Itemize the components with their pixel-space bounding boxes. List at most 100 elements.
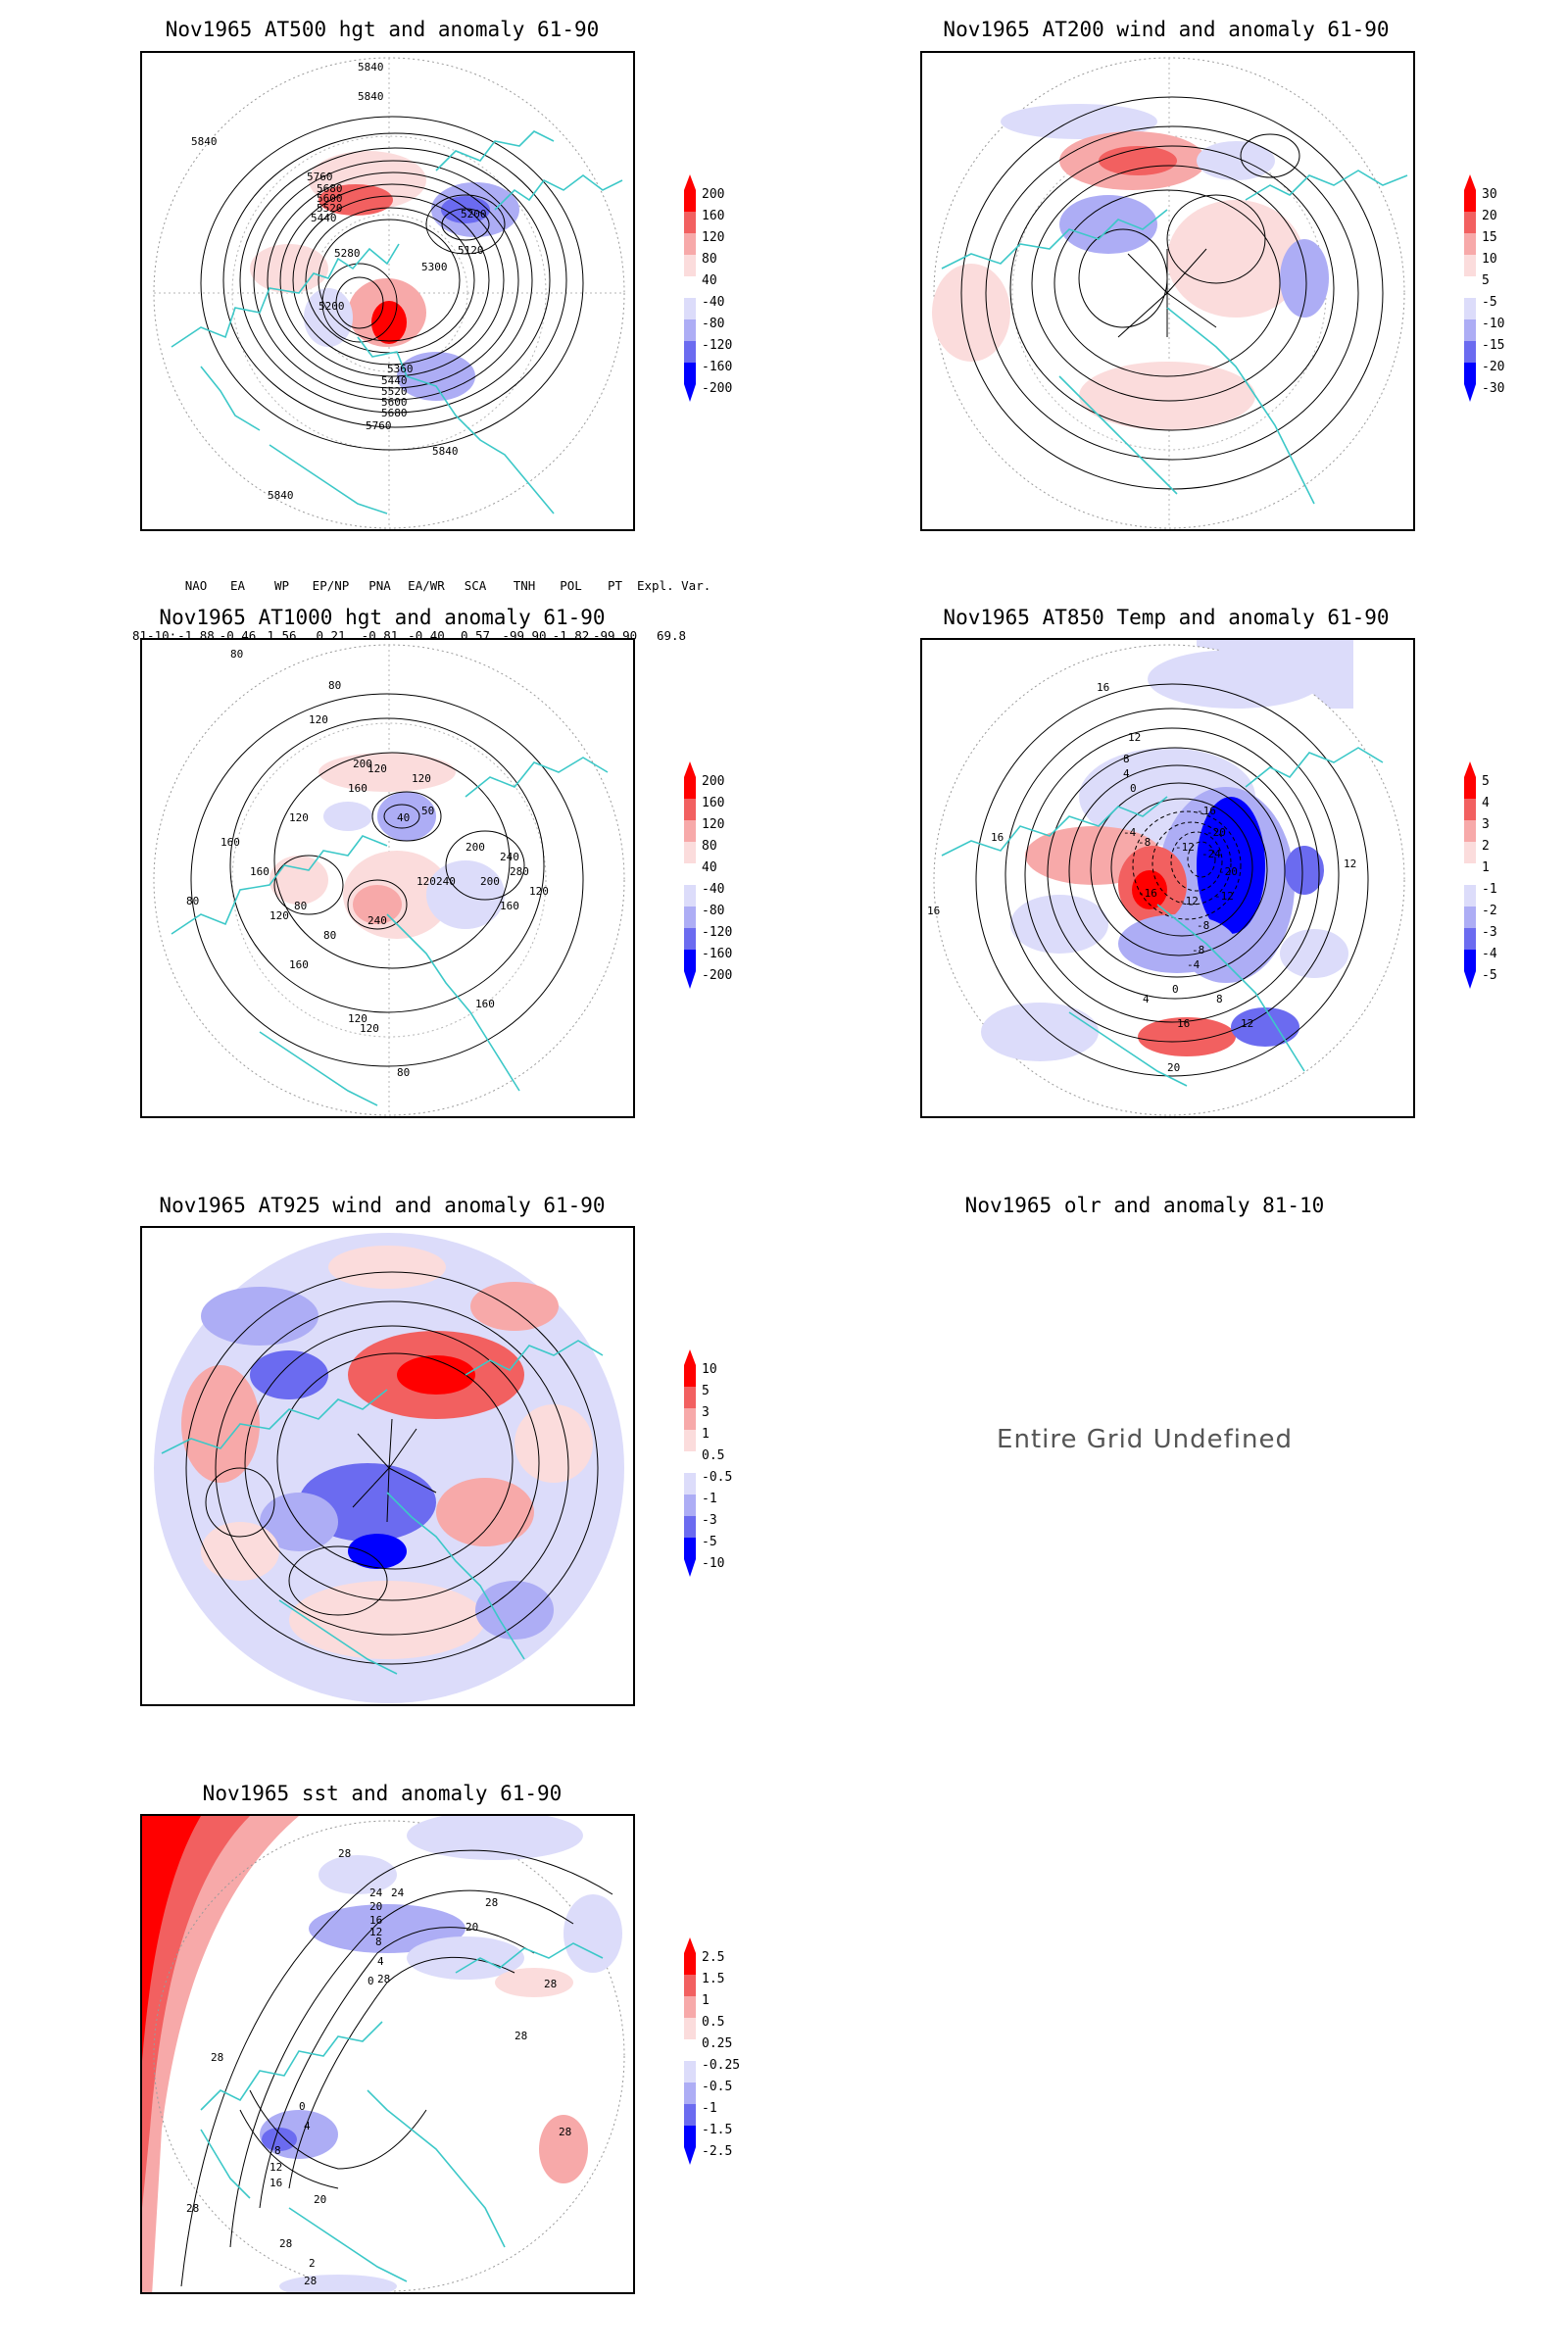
svg-text:20: 20 xyxy=(466,1921,478,1934)
svg-text:-8: -8 xyxy=(1192,944,1204,956)
svg-text:4: 4 xyxy=(1143,993,1150,1005)
colorbar-svg xyxy=(684,1937,696,2165)
svg-text:5840: 5840 xyxy=(358,61,384,74)
svg-text:28: 28 xyxy=(559,2126,571,2138)
svg-text:240: 240 xyxy=(436,875,456,888)
svg-text:20: 20 xyxy=(1167,1061,1180,1074)
colorbar-svg xyxy=(1464,761,1476,989)
contour-labels-at500: 5840 5840 5840 5760 5680 5600 5520 5440 … xyxy=(191,61,487,502)
svg-text:16: 16 xyxy=(991,831,1004,844)
svg-text:5600: 5600 xyxy=(317,192,343,205)
svg-text:5760: 5760 xyxy=(366,419,392,432)
svg-text:5840: 5840 xyxy=(191,135,218,148)
svg-text:50: 50 xyxy=(421,805,434,817)
svg-text:80: 80 xyxy=(323,929,336,942)
svg-text:-16: -16 xyxy=(1197,805,1216,817)
svg-text:-12: -12 xyxy=(1179,895,1199,907)
colorbar-svg xyxy=(1464,174,1476,402)
undefined-grid-message: Entire Grid Undefined xyxy=(997,1425,1293,1454)
svg-text:16: 16 xyxy=(369,1914,382,1927)
svg-text:5840: 5840 xyxy=(432,445,459,458)
svg-text:160: 160 xyxy=(220,836,240,849)
svg-text:-8: -8 xyxy=(1138,836,1151,849)
svg-text:160: 160 xyxy=(475,998,495,1010)
svg-text:40: 40 xyxy=(397,811,410,824)
svg-text:5680: 5680 xyxy=(317,182,343,195)
svg-text:5440: 5440 xyxy=(381,374,408,387)
svg-text:120: 120 xyxy=(416,875,436,888)
svg-text:16: 16 xyxy=(927,905,940,917)
polar-map-at925 xyxy=(154,1233,624,1703)
svg-text:80: 80 xyxy=(397,1066,410,1079)
svg-text:20: 20 xyxy=(369,1900,382,1913)
svg-text:28: 28 xyxy=(279,2237,292,2250)
svg-text:12: 12 xyxy=(1128,731,1141,744)
svg-text:160: 160 xyxy=(348,782,368,795)
svg-text:5440: 5440 xyxy=(311,212,337,224)
svg-text:120: 120 xyxy=(309,713,328,726)
svg-text:20: 20 xyxy=(314,2193,326,2206)
map-panel-sst: 28 28 24 24 20 16 12 8 4 0 28 28 20 28 2… xyxy=(140,1814,635,2294)
svg-text:80: 80 xyxy=(186,895,199,907)
svg-text:28: 28 xyxy=(338,1847,351,1860)
colorbar-at200: 30 20 15 10 5 -5 -10 -15 -20 -30 xyxy=(1454,174,1533,433)
index-header-row: NAO EA WP EP/NP PNA EA/WR SCA TNH POL PT… xyxy=(184,578,711,593)
svg-text:200: 200 xyxy=(353,758,372,770)
map-panel-at850: 16 12 8 4 0 -4 -8 -12 -16 -20 -24 -16 -1… xyxy=(920,638,1415,1118)
map-panel-at925 xyxy=(140,1226,635,1706)
contour-labels-at850: 16 12 8 4 0 -4 -8 -12 -16 -20 -24 -16 -1… xyxy=(927,681,1356,1074)
svg-text:-20: -20 xyxy=(1218,865,1238,878)
panel-title-at925: Nov1965 AT925 wind and anomaly 61-90 xyxy=(159,1194,606,1217)
svg-text:200: 200 xyxy=(466,841,485,854)
svg-text:8: 8 xyxy=(274,2144,281,2157)
svg-text:80: 80 xyxy=(230,648,243,661)
svg-text:16: 16 xyxy=(1097,681,1109,694)
map-panel-at1000: 80 80 120 200 160 120 160 120 80 240 120… xyxy=(140,638,635,1118)
svg-text:16: 16 xyxy=(270,2177,282,2189)
svg-text:120: 120 xyxy=(360,1022,379,1035)
svg-text:5840: 5840 xyxy=(358,90,384,103)
map-panel-at200 xyxy=(920,51,1415,531)
svg-text:8: 8 xyxy=(1216,993,1223,1005)
colorbar-svg xyxy=(684,1349,696,1577)
svg-text:5360: 5360 xyxy=(387,363,414,375)
contour-labels-sst: 28 28 24 24 20 16 12 8 4 0 28 28 20 28 2… xyxy=(186,1847,571,2287)
svg-text:16: 16 xyxy=(1177,1017,1190,1030)
svg-text:160: 160 xyxy=(500,900,519,912)
svg-text:24: 24 xyxy=(369,1886,383,1899)
polar-map-at200 xyxy=(932,57,1408,529)
svg-text:5760: 5760 xyxy=(307,171,333,183)
svg-text:0: 0 xyxy=(1172,983,1179,996)
svg-text:240: 240 xyxy=(500,851,519,863)
svg-text:28: 28 xyxy=(377,1973,390,1985)
svg-text:280: 280 xyxy=(510,865,529,878)
svg-text:24: 24 xyxy=(391,1886,405,1899)
svg-text:28: 28 xyxy=(186,2202,199,2215)
svg-text:-4: -4 xyxy=(1123,826,1137,839)
svg-text:120: 120 xyxy=(348,1012,368,1025)
svg-text:5200: 5200 xyxy=(318,300,345,313)
svg-text:5120: 5120 xyxy=(458,244,484,257)
svg-text:-8: -8 xyxy=(1197,919,1209,932)
panel-title-olr: Nov1965 olr and anomaly 81-10 xyxy=(964,1194,1325,1217)
svg-text:28: 28 xyxy=(211,2051,223,2064)
panel-title-at850: Nov1965 AT850 Temp and anomaly 61-90 xyxy=(943,606,1390,629)
svg-text:80: 80 xyxy=(328,679,341,692)
svg-text:200: 200 xyxy=(480,875,500,888)
svg-text:0: 0 xyxy=(299,2100,306,2113)
svg-text:-16: -16 xyxy=(1138,887,1157,900)
svg-text:12: 12 xyxy=(1241,1017,1253,1030)
svg-text:5520: 5520 xyxy=(381,385,408,398)
svg-text:120: 120 xyxy=(270,909,289,922)
polar-map-at850: 16 12 8 4 0 -4 -8 -12 -16 -20 -24 -16 -1… xyxy=(927,640,1405,1116)
svg-text:5840: 5840 xyxy=(268,489,294,502)
svg-text:-4: -4 xyxy=(1187,958,1200,971)
svg-text:5200: 5200 xyxy=(461,208,487,220)
svg-text:160: 160 xyxy=(250,865,270,878)
svg-text:28: 28 xyxy=(514,2030,527,2042)
svg-text:-12: -12 xyxy=(1175,841,1195,854)
contour-labels-at1000: 80 80 120 200 160 120 160 120 80 240 120… xyxy=(186,648,549,1079)
svg-text:28: 28 xyxy=(544,1978,557,1990)
